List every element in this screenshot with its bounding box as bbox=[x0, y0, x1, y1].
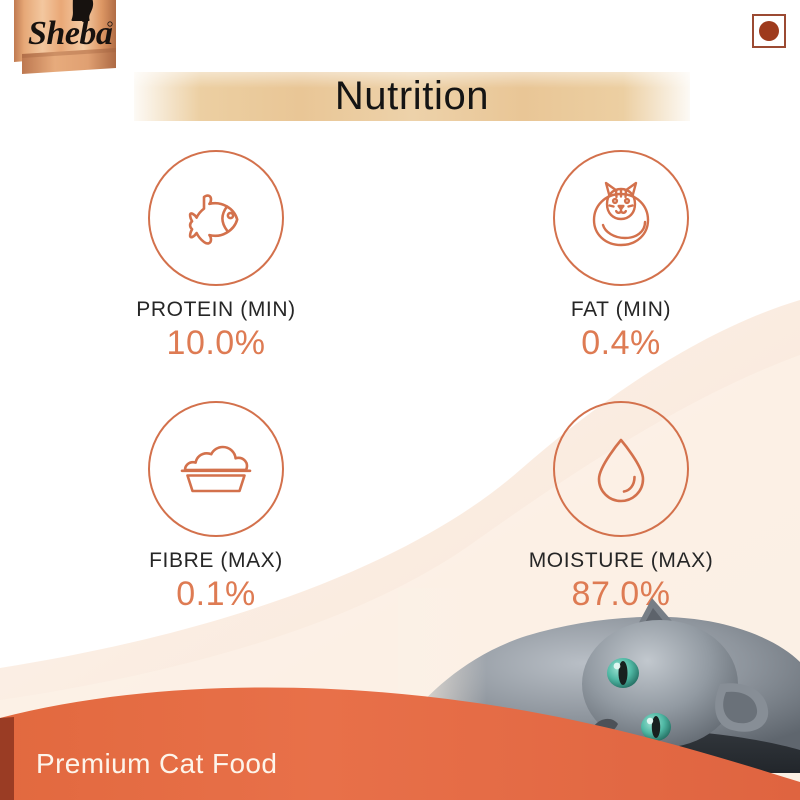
fibre-label: FIBRE (MAX) bbox=[149, 549, 283, 572]
fat-icon-circle bbox=[553, 150, 689, 286]
fish-icon bbox=[188, 194, 239, 245]
protein-icon-circle bbox=[148, 150, 284, 286]
nutrition-item-fibre: FIBRE (MAX) 0.1% bbox=[0, 401, 400, 614]
fat-label: FAT (MIN) bbox=[570, 298, 672, 321]
food-bowl-icon bbox=[180, 445, 252, 493]
cat-icon bbox=[592, 181, 650, 247]
protein-label: PROTEIN (MIN) bbox=[136, 298, 296, 321]
nutrition-item-protein: PROTEIN (MIN) 10.0% bbox=[0, 150, 400, 363]
nutrition-row: PROTEIN (MIN) 10.0% bbox=[0, 150, 800, 363]
fibre-value: 0.1% bbox=[176, 575, 256, 613]
svg-text:Sheba: Sheba bbox=[28, 15, 113, 52]
sheba-cat-silhouette bbox=[71, 0, 94, 21]
moisture-label: MOISTURE (MAX) bbox=[528, 549, 714, 572]
protein-value: 10.0% bbox=[166, 324, 266, 362]
footer-tagline: Premium Cat Food bbox=[36, 748, 278, 779]
moisture-icon-circle bbox=[553, 401, 689, 537]
footer-left-strip bbox=[0, 717, 14, 800]
fat-value: 0.4% bbox=[581, 324, 661, 362]
nutrition-facts-grid: PROTEIN (MIN) 10.0% bbox=[0, 150, 800, 614]
page-title: Nutrition bbox=[334, 74, 490, 118]
sheba-wordmark: Sheba bbox=[28, 15, 113, 52]
nutrition-row: FIBRE (MAX) 0.1% MOISTURE (MAX) 87.0% bbox=[0, 401, 800, 614]
sheba-logo: Sheba bbox=[0, 0, 128, 90]
water-drop-icon bbox=[597, 438, 645, 503]
nutrition-item-fat: FAT (MIN) 0.4% bbox=[400, 150, 800, 363]
nutrition-item-moisture: MOISTURE (MAX) 87.0% bbox=[400, 401, 800, 614]
non-vegetarian-dot bbox=[759, 21, 779, 41]
non-vegetarian-mark bbox=[752, 14, 786, 48]
gray-cat-photo bbox=[398, 588, 800, 773]
nutrition-title-banner: Nutrition bbox=[134, 72, 690, 121]
fibre-icon-circle bbox=[148, 401, 284, 537]
